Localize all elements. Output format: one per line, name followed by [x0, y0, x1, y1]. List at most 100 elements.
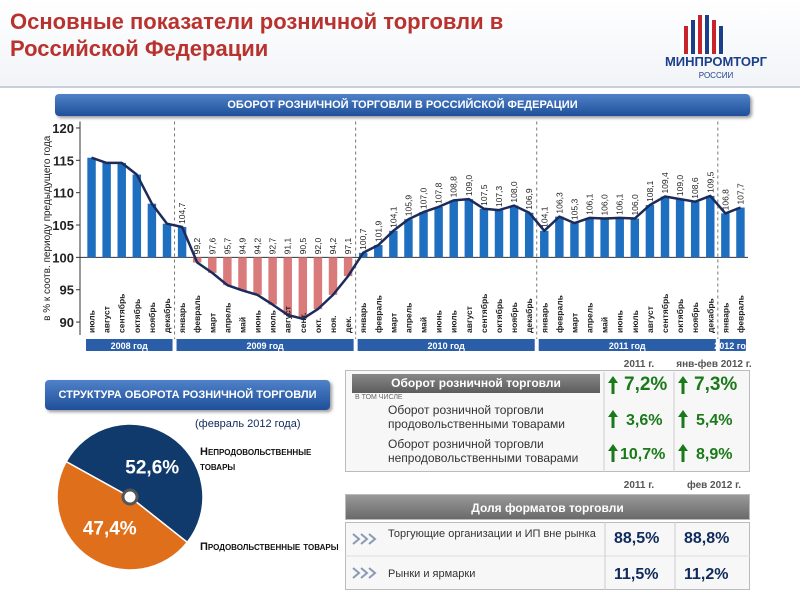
value-label: 106,0 [600, 194, 610, 216]
x-tick-label: март [207, 313, 217, 333]
y-tick-label: 100 [52, 250, 74, 265]
x-tick-label: сент. [298, 313, 308, 333]
y-axis-label: в % к соотв. периоду предыдущего года [42, 135, 53, 321]
pie-subtitle: (февраль 2012 года) [195, 418, 301, 430]
x-tick-label: июнь [615, 310, 625, 333]
bar [313, 257, 323, 310]
x-tick-label: май [600, 317, 610, 333]
bar [374, 245, 383, 258]
value-label: 108,0 [509, 181, 519, 203]
bar [494, 210, 504, 258]
table-value: 10,7% [620, 446, 666, 463]
value-label: 105,3 [569, 199, 579, 221]
table-row-label: Торгующие организации и ИП вне рынка [388, 528, 596, 540]
bar [147, 203, 157, 258]
x-tick-label: сентябрь [479, 294, 489, 333]
x-tick-label: февраль [735, 295, 745, 333]
x-tick-label: апрель [403, 303, 413, 333]
bar [404, 219, 413, 258]
value-label: 109,0 [675, 175, 685, 197]
x-tick-label: июль [268, 310, 278, 333]
bar [524, 212, 534, 258]
y-tick-label: 95 [60, 283, 74, 298]
column-header: янв-фев 2012 г. [676, 359, 752, 370]
row-icons [345, 522, 750, 590]
value-label: 94,2 [253, 238, 263, 255]
x-tick-label: август [645, 306, 655, 333]
bar [570, 223, 579, 258]
x-tick-label: сентябрь [660, 294, 670, 333]
x-tick-label: дек. [343, 316, 353, 333]
table-value: 11,2% [684, 566, 729, 583]
x-tick-label: февраль [373, 295, 383, 333]
group-band [538, 339, 716, 351]
x-tick-label: январь [358, 303, 368, 333]
table-row-label: Оборот розничной торговли непродовольств… [388, 437, 579, 465]
bar [238, 257, 247, 291]
y-tick-label: 105 [52, 218, 74, 233]
bar [555, 216, 564, 258]
bar [479, 208, 489, 258]
table-note: в том числе [355, 394, 403, 401]
bar [540, 230, 549, 258]
x-tick-label: март [569, 313, 579, 333]
logo-sub: РОССИИ [699, 71, 734, 80]
bar [208, 257, 217, 273]
bar [434, 206, 443, 258]
x-tick-label: август [283, 306, 293, 333]
value-label: 108,8 [449, 176, 459, 198]
table-row-label: Оборот розничной торговли продовольствен… [388, 403, 565, 431]
x-tick-label: ноябрь [147, 302, 157, 333]
x-tick-label: февраль [554, 295, 564, 333]
bar [690, 201, 700, 258]
table-value: 5,4% [696, 412, 733, 429]
slide-title: Основные показатели розничной торговли в… [10, 9, 504, 61]
pie-slice [56, 460, 189, 571]
y-tick-label: 90 [60, 315, 74, 330]
bar [102, 162, 111, 258]
value-label: 107,8 [434, 182, 444, 204]
x-tick-label: декабрь [705, 298, 715, 333]
x-tick-label: октябрь [494, 299, 504, 333]
value-label: 101,9 [373, 221, 383, 243]
x-tick-label: декабрь [524, 298, 534, 333]
value-label: 104,1 [539, 206, 549, 228]
table-value: 11,5% [614, 566, 659, 583]
y-tick-label: 115 [53, 153, 74, 168]
up-arrow [608, 376, 688, 462]
table-value: 88,5% [614, 530, 660, 547]
value-label: 107,0 [419, 188, 429, 210]
bar [268, 257, 277, 305]
x-tick-label: апрель [585, 303, 595, 333]
pie-center [121, 488, 139, 506]
value-label: 108,6 [690, 177, 700, 199]
value-label: 107,7 [735, 183, 745, 205]
pie-label: Продовольственные товары [200, 541, 339, 553]
bar [464, 199, 474, 258]
bar [721, 213, 730, 258]
x-tick-label: апрель [222, 303, 232, 333]
column-header: 2011 г. [623, 480, 655, 491]
value-label: 104,1 [388, 206, 398, 228]
x-tick-label: август [464, 306, 474, 333]
bar [117, 162, 126, 258]
x-tick-label: июнь [253, 310, 263, 333]
group-label: 2009 год [246, 341, 284, 351]
value-label: 90,5 [298, 238, 308, 255]
value-label: 109,5 [705, 171, 715, 193]
group-label: 2011 год [609, 341, 646, 351]
x-tick-label: январь [177, 303, 187, 333]
x-tick-label: сентябрь [117, 294, 127, 333]
bar [585, 217, 594, 258]
group-band [86, 339, 173, 351]
value-label: 107,5 [479, 184, 489, 206]
pie-title: СТРУКТУРА ОБОРОТА РОЗНИЧНОЙ ТОРГОВЛИ [45, 380, 330, 410]
group-label: 2008 год [111, 341, 149, 351]
bar [706, 195, 715, 258]
value-label: 100,7 [358, 228, 368, 250]
value-label: 92,7 [268, 238, 278, 255]
x-tick-label: ноя. [328, 315, 338, 333]
group-band [357, 339, 535, 351]
value-label: 94,9 [237, 238, 247, 255]
